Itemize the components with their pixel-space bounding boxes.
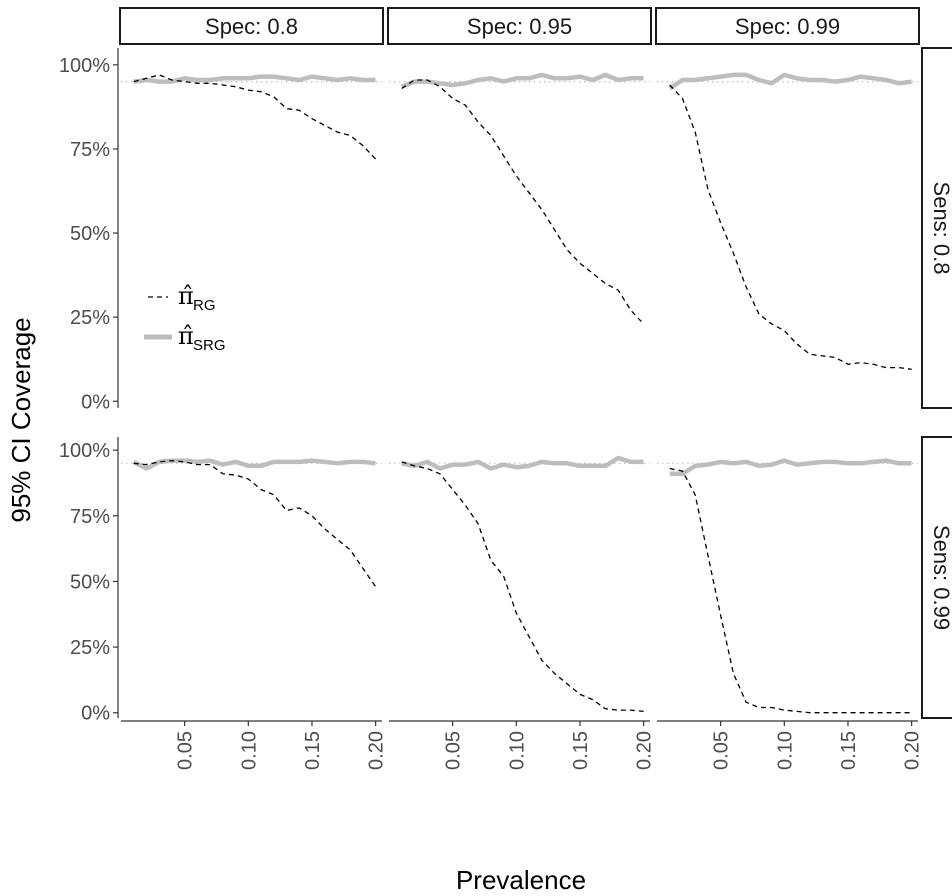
row-strip-1: Sens: 0.99 <box>921 436 952 719</box>
panel-r1-c0 <box>121 458 382 588</box>
panel-r1-c1 <box>389 455 650 713</box>
y-tick-label: 0% <box>81 703 110 725</box>
x-tick-label: 0.05 <box>711 731 733 770</box>
x-tick-label: 0.15 <box>302 731 324 770</box>
x-tick-label: 0.10 <box>774 731 796 770</box>
x-axis-col-1: 0.05 0.10 0.15 0.20 <box>389 720 656 770</box>
legend: π̂ RG π̂ SRG <box>144 282 226 354</box>
y-tick-label: 100% <box>59 440 110 462</box>
series-rg-line <box>133 459 377 588</box>
facet-strips: Spec: 0.8 Spec: 0.95 Spec: 0.99 Sens: 0.8 Se… <box>119 7 952 719</box>
row-strip-label: Sens: 0.99 <box>929 525 952 630</box>
axes: 0%25%50%75%100%0%25%50%75%100%0.05 0.10 0.… <box>59 48 924 770</box>
row-strip-box <box>921 436 952 719</box>
x-tick-label: 0.10 <box>238 731 260 770</box>
col-strip-2: Spec: 0.99 <box>655 7 920 45</box>
x-axis-title: Prevalence <box>456 865 586 895</box>
y-tick-label: 75% <box>70 139 110 161</box>
x-tick-label: 0.20 <box>366 731 388 770</box>
y-tick-label: 25% <box>70 637 110 659</box>
panels <box>121 72 918 714</box>
y-tick-label: 100% <box>59 55 110 77</box>
x-tick-label: 0.15 <box>570 731 592 770</box>
panel-r1-c2 <box>657 458 918 714</box>
x-axis-col-0: 0.05 0.10 0.15 0.20 <box>121 720 388 770</box>
col-strip-box <box>387 7 652 45</box>
panel-r0-c1 <box>389 72 650 325</box>
y-axis-title: 95% CI Coverage <box>6 317 36 522</box>
col-strip-box <box>119 7 384 45</box>
x-tick-label: 0.10 <box>506 731 528 770</box>
y-tick-label: 0% <box>81 391 110 413</box>
row-strip-label: Sens: 0.8 <box>929 182 952 275</box>
x-tick-label: 0.05 <box>443 731 465 770</box>
x-tick-label: 0.20 <box>634 731 656 770</box>
series-rg-line <box>669 84 912 370</box>
x-tick-label: 0.15 <box>838 731 860 770</box>
y-tick-label: 50% <box>70 223 110 245</box>
col-strip-label: Spec: 0.8 <box>205 14 298 39</box>
y-tick-label: 50% <box>70 571 110 593</box>
y-tick-label: 75% <box>70 506 110 528</box>
y-axis-row-0: 0% 25% 50% 75% 100% <box>59 48 119 413</box>
col-strip-label: Spec: 0.95 <box>467 14 572 39</box>
series-rg-line <box>669 467 912 714</box>
y-axis-row-1: 0% 25% 50% 75% 100% <box>59 437 119 725</box>
y-tick-label: 25% <box>70 307 110 329</box>
legend-rg-subscript: RG <box>193 297 216 314</box>
legend-rg-symbol: π̂ <box>178 282 194 310</box>
x-tick-label: 0.05 <box>175 731 197 770</box>
panel-r0-c0 <box>121 74 382 160</box>
legend-srg-subscript: SRG <box>193 337 226 354</box>
x-axis-col-2: 0.05 0.10 0.15 0.20 <box>657 720 924 770</box>
row-strip-box <box>921 47 952 409</box>
panel-r0-c2 <box>657 72 918 370</box>
row-strip-0: Sens: 0.8 <box>921 47 952 409</box>
col-strip-label: Spec: 0.99 <box>735 14 840 39</box>
series-srg-line <box>669 458 912 477</box>
series-srg-line <box>400 72 644 89</box>
series-srg-line <box>133 74 376 84</box>
col-strip-box <box>655 7 920 45</box>
series-srg-line <box>668 72 912 91</box>
legend-srg-symbol: π̂ <box>178 322 194 350</box>
series-rg-line <box>401 79 645 325</box>
series-srg-line <box>401 455 644 471</box>
x-tick-label: 0.20 <box>902 731 924 770</box>
col-strip-0: Spec: 0.8 <box>119 7 384 45</box>
col-strip-1: Spec: 0.95 <box>387 7 652 45</box>
